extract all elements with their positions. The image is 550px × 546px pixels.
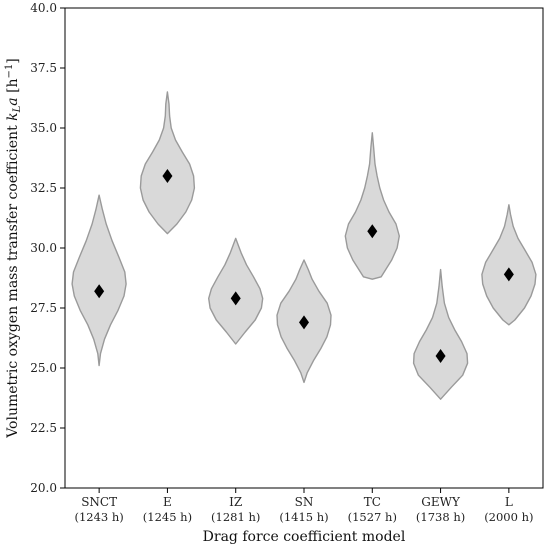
x-tick-runtime: (1243 h)	[74, 510, 123, 524]
y-tick-label: 37.5	[30, 61, 57, 75]
violin-snct	[71, 194, 127, 367]
y-tick-label: 25.0	[30, 361, 57, 375]
y-tick-label: 22.5	[30, 421, 57, 435]
y-axis: 20.0 22.5 25.0 27.5 30.0 32.5 35.0 37.5 40.0	[30, 1, 65, 495]
violin-layer	[71, 91, 537, 400]
x-tick-label: SN	[295, 495, 314, 509]
y-tick-label: 20.0	[30, 481, 57, 495]
x-tick-runtime: (1281 h)	[211, 510, 260, 524]
x-tick-label: IZ	[229, 495, 242, 509]
x-tick-runtime: (1738 h)	[416, 510, 465, 524]
x-tick-label: TC	[364, 495, 381, 509]
x-tick-runtime: (1527 h)	[348, 510, 397, 524]
x-axis: SNCT(1243 h) E(1245 h) IZ(1281 h) SN(1415 h…	[74, 488, 534, 524]
mean-marker-tc	[367, 224, 378, 239]
x-tick-runtime: (1415 h)	[279, 510, 328, 524]
x-tick-runtime: (1245 h)	[143, 510, 192, 524]
y-tick-label: 40.0	[30, 1, 57, 15]
violin-iz	[208, 237, 264, 345]
y-tick-label: 35.0	[30, 121, 57, 135]
violin-tc	[344, 132, 400, 280]
violin-e	[139, 91, 196, 235]
x-tick-label: E	[163, 495, 172, 509]
mean-marker-sn	[299, 315, 309, 330]
y-tick-label: 32.5	[30, 181, 57, 195]
x-tick-label: GEWY	[421, 495, 461, 509]
y-axis-label: Volumetric oxygen mass transfer coeffici…	[4, 58, 23, 439]
y-tick-label: 30.0	[30, 241, 57, 255]
mean-marker-l	[503, 267, 514, 282]
y-tick-label: 27.5	[30, 301, 57, 315]
mean-marker-gewy	[435, 349, 446, 363]
mean-marker-e	[162, 169, 173, 183]
x-tick-label: SNCT	[81, 495, 117, 509]
x-tick-runtime: (2000 h)	[484, 510, 533, 524]
x-axis-label: Drag force coefficient model	[203, 529, 406, 545]
mean-marker-layer	[94, 169, 514, 363]
mean-marker-snct	[94, 284, 105, 299]
x-tick-label: L	[505, 495, 513, 509]
violin-l	[481, 204, 537, 326]
violin-gewy	[412, 268, 469, 400]
mean-marker-iz	[230, 291, 241, 306]
